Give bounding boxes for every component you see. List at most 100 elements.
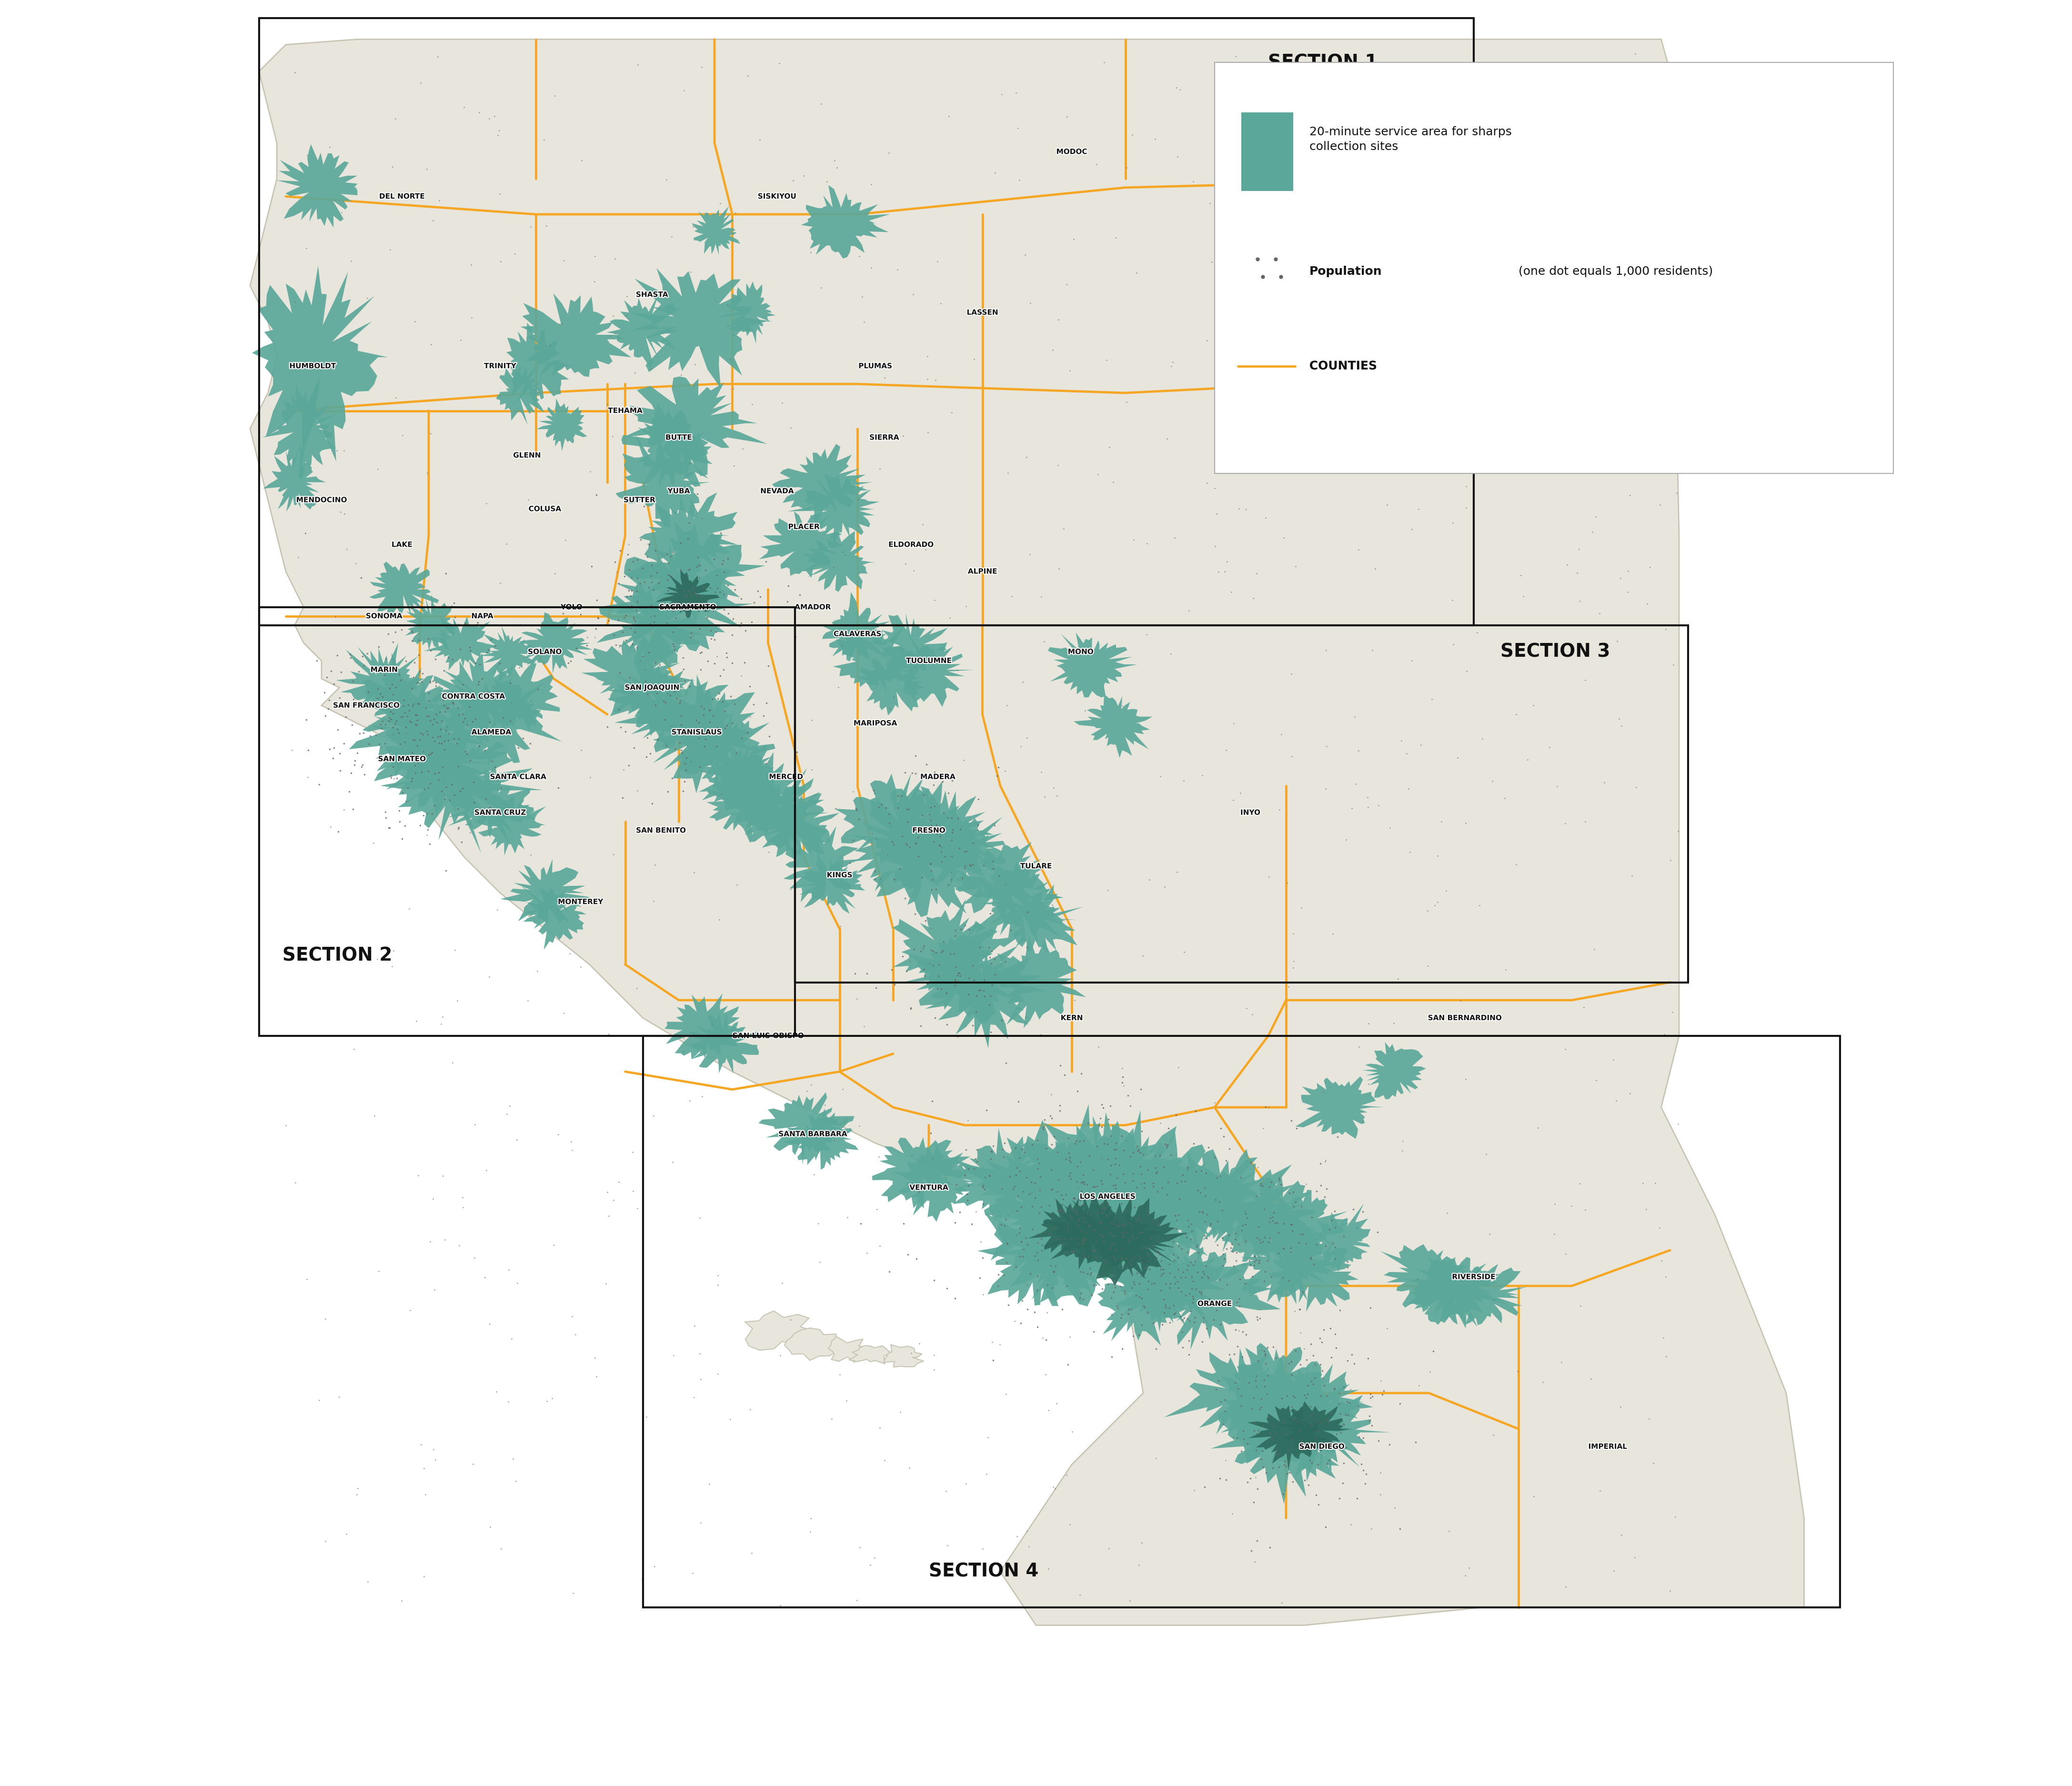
Polygon shape	[692, 205, 740, 255]
Polygon shape	[821, 591, 891, 661]
Polygon shape	[773, 445, 872, 523]
Polygon shape	[893, 1145, 978, 1222]
Polygon shape	[624, 520, 765, 625]
Polygon shape	[506, 323, 574, 407]
Polygon shape	[406, 595, 456, 650]
Polygon shape	[263, 377, 340, 479]
Polygon shape	[1073, 695, 1152, 757]
Text: SAN JOAQUIN: SAN JOAQUIN	[624, 684, 680, 691]
Polygon shape	[1042, 1193, 1138, 1270]
Text: SANTA BARBARA: SANTA BARBARA	[779, 1131, 847, 1138]
Text: CONTRA COSTA: CONTRA COSTA	[441, 693, 506, 700]
Polygon shape	[1233, 1373, 1351, 1465]
Polygon shape	[891, 786, 999, 873]
Polygon shape	[1268, 1384, 1390, 1481]
Polygon shape	[582, 636, 694, 713]
Polygon shape	[425, 616, 499, 670]
Text: PLACER: PLACER	[787, 523, 818, 530]
Polygon shape	[251, 39, 1805, 1625]
Text: LAKE: LAKE	[392, 541, 412, 548]
Text: SIERRA: SIERRA	[870, 434, 899, 441]
Polygon shape	[253, 266, 387, 461]
Polygon shape	[1102, 1131, 1227, 1248]
Polygon shape	[1075, 1166, 1208, 1268]
Polygon shape	[1098, 1250, 1200, 1347]
Text: Population: Population	[1310, 266, 1382, 277]
Polygon shape	[278, 145, 358, 227]
Polygon shape	[501, 859, 591, 925]
Polygon shape	[1220, 1357, 1328, 1465]
Polygon shape	[686, 739, 783, 814]
Polygon shape	[1048, 632, 1138, 698]
Text: SANTA CRUZ: SANTA CRUZ	[474, 809, 526, 816]
Text: SAN LUIS OBISPO: SAN LUIS OBISPO	[733, 1032, 804, 1039]
Polygon shape	[1171, 1148, 1307, 1264]
Polygon shape	[1046, 1161, 1183, 1272]
Polygon shape	[872, 816, 988, 918]
Polygon shape	[1140, 1247, 1280, 1350]
Text: DEL NORTE: DEL NORTE	[379, 193, 425, 200]
Text: YOLO: YOLO	[562, 604, 582, 611]
Polygon shape	[369, 561, 439, 618]
Polygon shape	[460, 663, 559, 732]
Polygon shape	[655, 570, 719, 618]
Polygon shape	[758, 511, 845, 579]
Text: RIVERSIDE: RIVERSIDE	[1452, 1273, 1496, 1281]
Polygon shape	[379, 718, 543, 854]
Text: SAN FRANCISCO: SAN FRANCISCO	[334, 702, 400, 709]
Text: MARIPOSA: MARIPOSA	[854, 720, 897, 727]
Polygon shape	[624, 377, 767, 479]
Polygon shape	[1021, 1161, 1169, 1306]
Polygon shape	[1310, 1204, 1372, 1272]
Polygon shape	[885, 1345, 924, 1366]
Text: SECTION 2: SECTION 2	[282, 947, 392, 964]
Polygon shape	[802, 186, 891, 259]
Polygon shape	[1210, 1370, 1349, 1504]
Text: SAN MATEO: SAN MATEO	[377, 755, 427, 763]
Polygon shape	[1028, 1198, 1106, 1256]
Polygon shape	[441, 672, 562, 768]
Polygon shape	[833, 625, 916, 693]
Text: IMPERIAL: IMPERIAL	[1589, 1443, 1627, 1450]
Polygon shape	[943, 1129, 1059, 1222]
Polygon shape	[744, 1311, 818, 1350]
Text: MARIN: MARIN	[371, 666, 398, 673]
Polygon shape	[1239, 1218, 1343, 1304]
Text: VENTURA: VENTURA	[910, 1184, 949, 1191]
Polygon shape	[1268, 1238, 1359, 1311]
Text: STANISLAUS: STANISLAUS	[671, 729, 721, 736]
Text: MERCED: MERCED	[769, 773, 804, 780]
Text: SAN DIEGO: SAN DIEGO	[1299, 1443, 1345, 1450]
Text: MENDOCINO: MENDOCINO	[296, 497, 346, 504]
Text: NEVADA: NEVADA	[760, 488, 794, 495]
Polygon shape	[433, 654, 528, 743]
Polygon shape	[263, 445, 325, 511]
Text: KINGS: KINGS	[827, 872, 852, 879]
Polygon shape	[1218, 1195, 1307, 1268]
Polygon shape	[665, 993, 744, 1059]
Polygon shape	[638, 493, 738, 591]
Polygon shape	[1440, 1264, 1527, 1325]
Text: KERN: KERN	[1061, 1014, 1084, 1022]
Polygon shape	[470, 797, 547, 855]
Text: SONOMA: SONOMA	[367, 613, 402, 620]
Polygon shape	[802, 530, 874, 591]
Text: TUOLUMNE: TUOLUMNE	[905, 657, 951, 664]
Polygon shape	[607, 654, 690, 741]
Polygon shape	[881, 614, 947, 677]
Polygon shape	[1111, 1250, 1212, 1332]
Polygon shape	[651, 675, 760, 793]
Text: MADERA: MADERA	[920, 773, 955, 780]
Polygon shape	[1100, 1198, 1187, 1279]
Polygon shape	[1407, 1257, 1490, 1325]
Polygon shape	[961, 1120, 1104, 1243]
Text: 20-minute service area for sharps
collection sites: 20-minute service area for sharps collec…	[1310, 127, 1513, 152]
FancyBboxPatch shape	[1214, 63, 1894, 473]
Bar	[642, 1036, 1840, 1607]
Text: HUMBOLDT: HUMBOLDT	[290, 363, 336, 370]
Polygon shape	[717, 282, 775, 343]
Polygon shape	[924, 938, 1046, 1048]
Text: (one dot equals 1,000 residents): (one dot equals 1,000 residents)	[1515, 266, 1714, 277]
Text: ALPINE: ALPINE	[968, 568, 997, 575]
Polygon shape	[912, 811, 1005, 888]
